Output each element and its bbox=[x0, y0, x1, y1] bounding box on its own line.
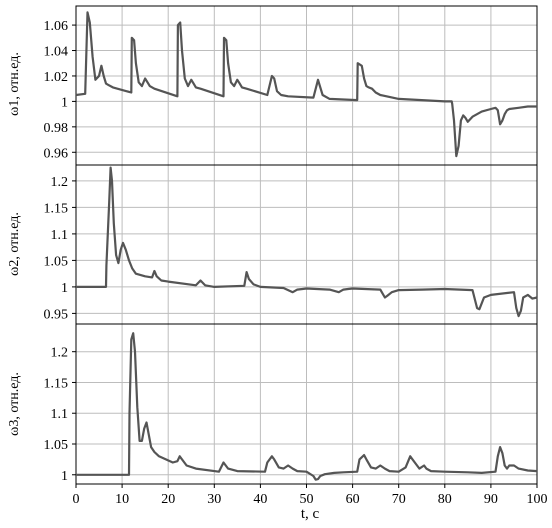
y-tick-label: 1.1 bbox=[51, 228, 69, 243]
x-tick-label: 50 bbox=[300, 492, 314, 507]
y-tick-label: 0.96 bbox=[44, 146, 69, 161]
x-tick-label: 30 bbox=[207, 492, 221, 507]
x-tick-label: 100 bbox=[527, 492, 548, 507]
y-tick-label: 1.15 bbox=[44, 376, 69, 391]
series-line bbox=[76, 166, 538, 318]
y-tick-label: 1 bbox=[61, 281, 68, 296]
x-tick-label: 20 bbox=[161, 492, 175, 507]
y-tick-label: 0.95 bbox=[44, 307, 69, 322]
y-axis-label: ω3, отн.ед. bbox=[7, 372, 22, 436]
y-tick-label: 1.04 bbox=[44, 45, 69, 60]
x-tick-label: 60 bbox=[346, 492, 360, 507]
series-line bbox=[76, 332, 538, 481]
x-tick-label: 40 bbox=[253, 492, 267, 507]
chart-panel-omega2: 1.2 1.15 1.1 1.05 1 0.95 ω2, отн.ед. bbox=[7, 164, 538, 325]
y-axis-label: ω1, отн.ед. bbox=[7, 52, 22, 116]
y-tick-label: 1.05 bbox=[44, 254, 69, 269]
y-axis-label: ω2, отн.ед. bbox=[7, 212, 22, 276]
x-tick-label: 80 bbox=[438, 492, 452, 507]
y-tick-label: 1.02 bbox=[44, 70, 69, 85]
y-tick-label: 0.98 bbox=[44, 121, 69, 136]
y-tick-label: 1.2 bbox=[51, 175, 69, 190]
y-tick-label: 1.2 bbox=[51, 346, 69, 361]
y-tick-label: 1 bbox=[61, 95, 68, 110]
y-tick-label: 1.15 bbox=[44, 201, 69, 216]
x-tick-label: 70 bbox=[392, 492, 406, 507]
x-tick-label: 90 bbox=[484, 492, 498, 507]
y-tick-label: 1.1 bbox=[51, 407, 69, 422]
x-tick-label: 10 bbox=[115, 492, 129, 507]
y-tick-label: 1.05 bbox=[44, 438, 69, 453]
chart-panel-omega3: 1.2 1.15 1.1 1.05 1 ω3, отн.ед. 0 10 20 30 40 50 60 7… bbox=[7, 323, 548, 507]
x-axis-label: t, с bbox=[301, 506, 320, 522]
chart-panel-omega1: 1.06 1.04 1.02 1 0.98 0.96 ω1, отн.ед. bbox=[7, 5, 538, 166]
x-tick-label: 0 bbox=[73, 492, 80, 507]
series-line bbox=[75, 11, 537, 158]
y-tick-label: 1.06 bbox=[44, 19, 69, 34]
y-tick-label: 1 bbox=[61, 469, 68, 484]
